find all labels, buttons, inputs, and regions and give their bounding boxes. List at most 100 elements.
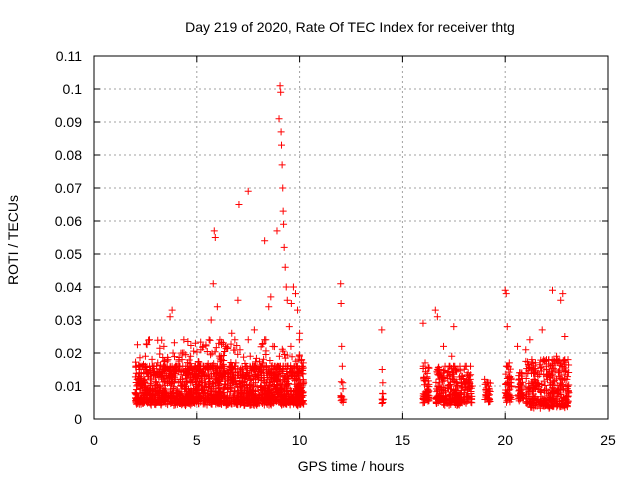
data-point <box>195 358 203 366</box>
data-point <box>254 375 262 383</box>
y-tick-label: 0.05 <box>55 246 82 262</box>
data-point <box>204 389 212 397</box>
data-point <box>539 357 547 365</box>
data-point <box>142 340 150 348</box>
data-point <box>139 363 147 371</box>
data-point <box>502 370 510 378</box>
data-point <box>241 398 249 406</box>
data-point <box>284 397 292 405</box>
data-point <box>229 370 237 378</box>
data-point <box>252 393 260 401</box>
data-point <box>261 237 269 245</box>
data-point <box>227 340 235 348</box>
data-point <box>147 381 155 389</box>
data-point <box>450 362 458 370</box>
data-point <box>233 383 241 391</box>
data-point <box>199 397 207 405</box>
y-tick-label: 0.11 <box>56 48 82 64</box>
data-point <box>542 362 550 370</box>
data-point <box>194 357 202 365</box>
data-point <box>542 356 550 364</box>
data-point <box>502 290 510 298</box>
x-tick-label: 0 <box>90 432 98 448</box>
x-tick-label: 25 <box>600 432 616 448</box>
data-point <box>171 353 179 361</box>
data-point <box>237 393 245 401</box>
data-point <box>205 375 213 383</box>
data-point <box>448 352 456 360</box>
data-point <box>193 348 201 356</box>
data-point <box>175 390 183 398</box>
data-point <box>280 220 288 228</box>
data-point <box>453 367 461 375</box>
data-point <box>284 380 292 388</box>
data-point <box>267 401 275 409</box>
data-point <box>278 161 286 169</box>
data-point <box>266 356 274 364</box>
data-point <box>503 390 511 398</box>
data-point <box>259 359 267 367</box>
data-point <box>542 385 550 393</box>
data-point <box>139 379 147 387</box>
data-point <box>217 356 225 364</box>
data-point <box>201 362 209 370</box>
data-point <box>150 369 158 377</box>
data-point <box>282 390 290 398</box>
data-point <box>563 375 571 383</box>
data-point <box>249 400 257 408</box>
data-point <box>171 396 179 404</box>
data-point <box>525 384 533 392</box>
data-point <box>207 351 215 359</box>
data-point <box>238 388 246 396</box>
y-axis-title: ROTI / TECUs <box>5 195 21 285</box>
data-point <box>536 404 544 412</box>
data-point <box>215 375 223 383</box>
data-point <box>541 381 549 389</box>
data-point <box>506 378 514 386</box>
data-point <box>187 386 195 394</box>
data-point <box>154 359 162 367</box>
data-point <box>553 403 561 411</box>
data-point <box>529 398 537 406</box>
data-point <box>271 366 279 373</box>
data-point <box>481 375 489 383</box>
chart-title: Day 219 of 2020, Rate Of TEC Index for r… <box>185 19 515 35</box>
data-point <box>291 387 299 395</box>
data-point <box>152 391 160 399</box>
data-point <box>203 395 211 403</box>
data-point <box>483 389 491 397</box>
y-tick-label: 0.01 <box>55 378 82 394</box>
data-point <box>208 349 216 357</box>
data-point <box>233 341 241 349</box>
data-point <box>132 397 140 405</box>
data-point <box>433 313 441 321</box>
data-point <box>277 399 285 407</box>
data-point <box>452 379 460 387</box>
data-point <box>545 404 553 412</box>
data-point <box>262 362 270 370</box>
data-point <box>175 354 183 362</box>
data-point <box>561 333 569 340</box>
data-point <box>213 303 221 311</box>
y-tick-label: 0.09 <box>55 114 82 130</box>
x-tick-label: 10 <box>292 432 308 448</box>
data-point <box>425 392 433 400</box>
data-point <box>278 381 286 389</box>
data-point <box>438 375 446 383</box>
data-point <box>295 336 303 344</box>
axis-ticks <box>93 55 609 420</box>
data-point <box>291 290 299 298</box>
data-point <box>560 402 568 410</box>
data-point <box>486 388 494 396</box>
data-point <box>555 369 563 377</box>
data-point <box>559 290 567 298</box>
data-point <box>279 369 287 377</box>
data-point <box>444 368 452 376</box>
data-point <box>270 365 278 373</box>
data-point <box>440 342 448 350</box>
data-point <box>425 364 433 372</box>
data-point <box>565 389 573 397</box>
data-point <box>228 329 236 337</box>
data-point <box>522 346 530 354</box>
data-point <box>556 361 564 369</box>
